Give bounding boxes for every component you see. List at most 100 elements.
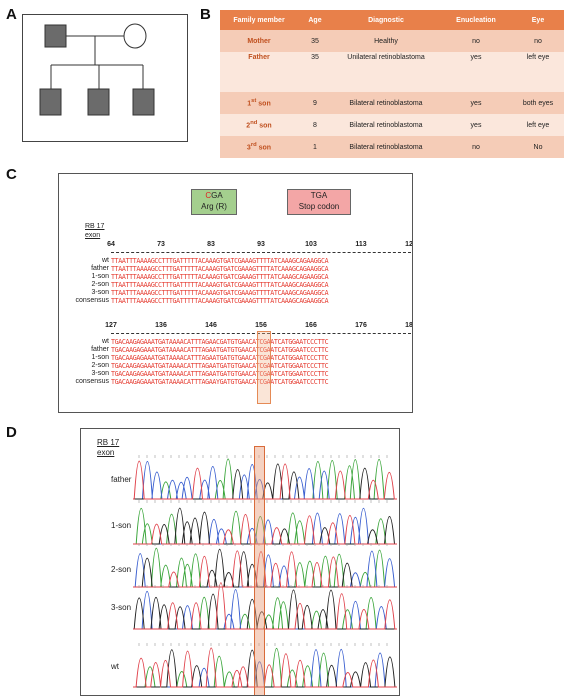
sequence-text: TGACAAGAGAAATGATAAAACATTTAGAATGATGTGAACA… xyxy=(111,346,329,354)
trace-line xyxy=(133,550,397,588)
cell-member: 3rd son xyxy=(220,136,298,158)
alignment-row: father TGACAAGAGAAATGATAAAACATTTAGAATGATG… xyxy=(59,346,412,354)
table-row: 1st son 9 Bilateral retinoblastoma yes b… xyxy=(220,92,564,114)
sequence-text: TGACAAGAGAAATGATAAAACATTTAGAATGATGTGAACA… xyxy=(111,362,329,370)
table-row: Father 35 Unilateral retinoblastoma yes … xyxy=(220,52,564,92)
mutant-codon-box: TGA Stop codon xyxy=(287,189,351,215)
sequence-name: consensus xyxy=(75,378,109,385)
cell-eye: No xyxy=(512,136,564,158)
sequence-name: 3-son xyxy=(91,289,109,296)
trace-line xyxy=(133,507,397,545)
chromatogram-traces xyxy=(133,455,397,688)
trace-label-3-son: 3-son xyxy=(111,603,132,612)
sequence-text: TTAATTTAAAAGCCTTTGATTTTTACAAAGTGATCGAAAG… xyxy=(111,289,329,297)
trace-line xyxy=(133,582,397,630)
ruler-block2: 127 136 146 156 166 176 186 xyxy=(105,322,413,334)
trace-line xyxy=(133,548,397,588)
pedigree-chart xyxy=(22,14,188,142)
mutant-codon: TGA xyxy=(310,191,328,200)
trace-line xyxy=(133,649,397,688)
trace-label-2-son: 2-son xyxy=(111,565,132,574)
exon-label-line1: RB 17 xyxy=(85,223,105,230)
trace-label-wt: wt xyxy=(111,662,119,671)
exon-label-line2: exon xyxy=(85,232,101,239)
cell-eye: left eye xyxy=(512,52,564,92)
ruler-tick-label: 73 xyxy=(157,241,165,248)
cell-enucleation: yes xyxy=(440,114,512,136)
alignment-row: 2-son TTAATTTAAAAGCCTTTGATTTTTACAAAGTGATC… xyxy=(59,281,412,289)
sequence-name: wt xyxy=(102,338,109,345)
ruler-tick-label: 113 xyxy=(355,241,367,248)
sequence-name: 3-son xyxy=(91,370,109,377)
trace-line xyxy=(133,647,397,688)
affected-father-symbol xyxy=(44,24,67,48)
cell-member: Mother xyxy=(220,30,298,52)
cell-diagnostic: Bilateral retinoblastoma xyxy=(332,114,440,136)
alignment-row: 3-son TTAATTTAAAAGCCTTTGATTTTTACAAAGTGATC… xyxy=(59,289,412,297)
sequence-text: TTAATTTAAAAGCCTTTGATTTTTACAAAGTGATCGAAAG… xyxy=(111,257,329,265)
ruler-tick-label: 176 xyxy=(355,322,367,329)
sequence-text: TTAATTTAAAAGCCTTTGATTTTTACAAAGTGATCGAAAG… xyxy=(111,297,329,305)
ruler-tick-label: 103 xyxy=(305,241,317,248)
alignment-row: consensus TGACAAGAGAAATGATAAAACATTTAGAAYG… xyxy=(59,378,412,386)
cell-diagnostic: Bilateral retinoblastoma xyxy=(332,92,440,114)
mutation-site-highlight xyxy=(254,446,265,695)
trace-line xyxy=(133,458,397,500)
sequence-name: father xyxy=(91,265,109,272)
trace-line xyxy=(133,507,397,545)
alignment-row: 2-son TGACAAGAGAAATGATAAAACATTTAGAATGATGT… xyxy=(59,362,412,370)
cell-enucleation: yes xyxy=(440,92,512,114)
ruler-tick-label: 83 xyxy=(207,241,215,248)
sequence-name: consensus xyxy=(75,297,109,304)
sequence-text: TGACAAGAGAAATGATAAAACATTTAGAACGATGTGAACA… xyxy=(111,338,329,346)
cell-age: 8 xyxy=(298,114,332,136)
wildtype-amino-acid: Arg (R) xyxy=(201,202,227,211)
ruler-tick-label: 186 xyxy=(405,322,413,329)
table-row: 3rd son 1 Bilateral retinoblastoma no No xyxy=(220,136,564,158)
family-clinical-table: Family member Age Diagnostic Enucleation… xyxy=(220,10,564,158)
sequence-text: TGACAAGAGAAATGATAAAACATTTAGAAYGATGTGAACA… xyxy=(111,378,329,386)
header-diagnostic: Diagnostic xyxy=(332,10,440,30)
alignment-row: 1-son TTAATTTAAAAGCCTTTGATTTTTACAAAGTGATC… xyxy=(59,273,412,281)
header-family-member: Family member xyxy=(220,10,298,30)
cell-enucleation: no xyxy=(440,136,512,158)
trace-label-father: father xyxy=(111,475,132,484)
affected-son-1-symbol xyxy=(39,88,62,116)
header-enucleation: Enucleation xyxy=(440,10,512,30)
cell-eye: left eye xyxy=(512,114,564,136)
trace-line xyxy=(133,550,397,588)
ruler-block1: 64 73 83 93 103 113 123 xyxy=(107,241,412,253)
panel-label-d: D xyxy=(6,424,17,441)
stop-codon-label: Stop codon xyxy=(298,202,340,211)
ruler-tick-label: 156 xyxy=(255,322,267,329)
chromatogram-panel: RB 17 exon father 1-son 2-son 3-son wt xyxy=(80,428,400,696)
affected-son-3-symbol xyxy=(132,88,155,116)
cell-diagnostic: Healthy xyxy=(332,30,440,52)
ruler-tick-label: 127 xyxy=(105,322,117,329)
sequence-name: 1-son xyxy=(91,354,109,361)
cell-enucleation: yes xyxy=(440,52,512,92)
sequence-text: TTAATTTAAAAGCCTTTGATTTTTACAAAGTGATCGAAAG… xyxy=(111,273,329,281)
cell-enucleation: no xyxy=(440,30,512,52)
cell-age: 35 xyxy=(298,30,332,52)
cell-age: 1 xyxy=(298,136,332,158)
alignment-row: father TTAATTTAAAAGCCTTTGATTTTTACAAAGTGAT… xyxy=(59,265,412,273)
trace-line xyxy=(133,463,397,500)
alignment-row: wt TGACAAGAGAAATGATAAAACATTTAGAACGATGTGAA… xyxy=(59,338,412,346)
cell-age: 35 xyxy=(298,52,332,92)
trace-line xyxy=(133,596,397,630)
table-header-row: Family member Age Diagnostic Enucleation… xyxy=(220,10,564,30)
alignment-row: wt TTAATTTAAAAGCCTTTGATTTTTACAAAGTGATCGAA… xyxy=(59,257,412,265)
ruler-tick-label: 64 xyxy=(107,241,115,248)
sequence-name: 2-son xyxy=(91,281,109,288)
cell-member: Father xyxy=(220,52,298,92)
panel-label-c: C xyxy=(6,166,17,183)
cell-member: 1st son xyxy=(220,92,298,114)
sequence-name: father xyxy=(91,346,109,353)
alignment-row: 3-son TGACAAGAGAAATGATAAAACATTTAGAATGATGT… xyxy=(59,370,412,378)
cell-diagnostic: Bilateral retinoblastoma xyxy=(332,136,440,158)
sequence-name: 2-son xyxy=(91,362,109,369)
trace-label-1-son: 1-son xyxy=(111,521,132,530)
trace-line xyxy=(133,549,397,588)
unaffected-mother-symbol xyxy=(123,23,147,49)
